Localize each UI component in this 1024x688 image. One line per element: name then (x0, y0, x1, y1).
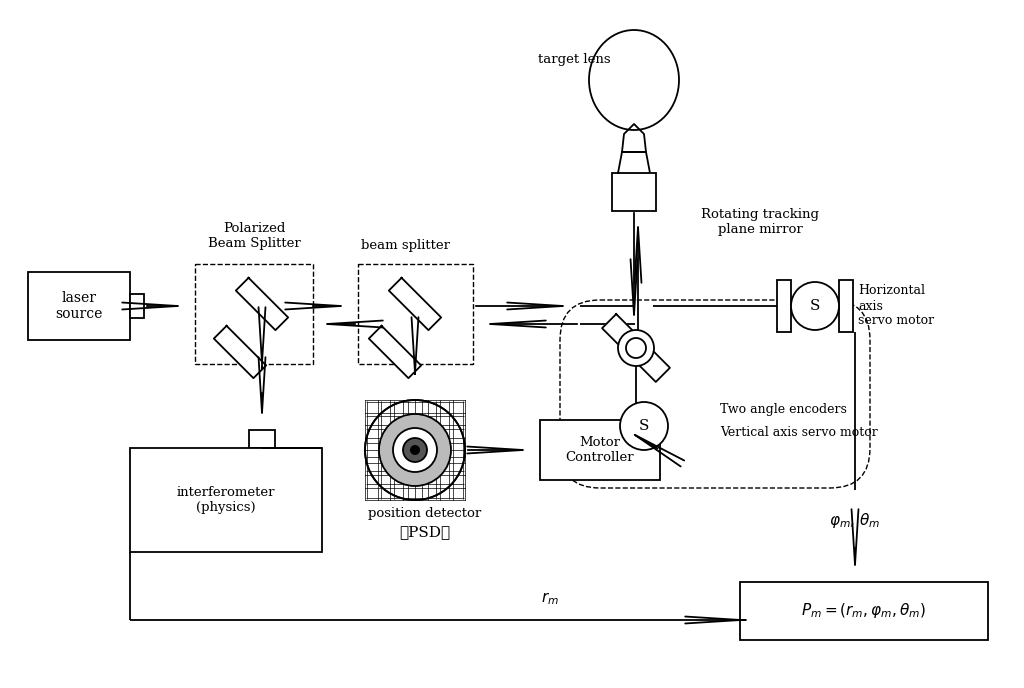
Ellipse shape (589, 30, 679, 130)
Circle shape (403, 438, 427, 462)
Text: Horizontal
axis
servo motor: Horizontal axis servo motor (858, 285, 934, 327)
Circle shape (620, 402, 668, 450)
Text: （PSD）: （PSD） (399, 525, 451, 539)
Text: interferometer
(physics): interferometer (physics) (177, 486, 275, 514)
Text: Polarized
Beam Splitter: Polarized Beam Splitter (208, 222, 300, 250)
Text: Motor
Controller: Motor Controller (565, 436, 634, 464)
Text: Vertical axis servo motor: Vertical axis servo motor (720, 425, 878, 438)
Bar (740, 582, 988, 640)
Polygon shape (389, 278, 441, 330)
Circle shape (618, 330, 654, 366)
Bar (839, 280, 853, 332)
Circle shape (393, 428, 437, 472)
Bar (777, 280, 791, 332)
Polygon shape (214, 326, 266, 378)
Bar (130, 448, 322, 552)
Text: position detector: position detector (369, 508, 481, 521)
Circle shape (626, 338, 646, 358)
Bar (130, 294, 144, 318)
Bar (540, 420, 660, 480)
Polygon shape (236, 278, 288, 330)
Polygon shape (618, 152, 650, 173)
Text: Rotating tracking
plane mirror: Rotating tracking plane mirror (701, 208, 819, 236)
Bar (195, 264, 313, 364)
Bar (358, 264, 473, 364)
Text: S: S (810, 299, 820, 313)
Bar (28, 272, 130, 340)
Text: $r_m$: $r_m$ (541, 590, 559, 607)
Polygon shape (602, 314, 670, 382)
Text: Two angle encoders: Two angle encoders (720, 403, 847, 416)
Text: target lens: target lens (538, 54, 610, 67)
Text: laser
source: laser source (55, 291, 102, 321)
Text: $P_m =( r_m, \varphi_m, \theta_m )$: $P_m =( r_m, \varphi_m, \theta_m )$ (802, 601, 927, 621)
Text: beam splitter: beam splitter (361, 239, 450, 252)
Circle shape (365, 400, 465, 500)
Circle shape (410, 445, 420, 455)
Bar (612, 173, 656, 211)
Polygon shape (622, 124, 646, 152)
Text: $\varphi_m$, $\theta_m$: $\varphi_m$, $\theta_m$ (829, 510, 881, 530)
Circle shape (791, 282, 839, 330)
Polygon shape (369, 326, 421, 378)
Text: S: S (639, 419, 649, 433)
Bar (249, 430, 275, 448)
Circle shape (379, 414, 451, 486)
